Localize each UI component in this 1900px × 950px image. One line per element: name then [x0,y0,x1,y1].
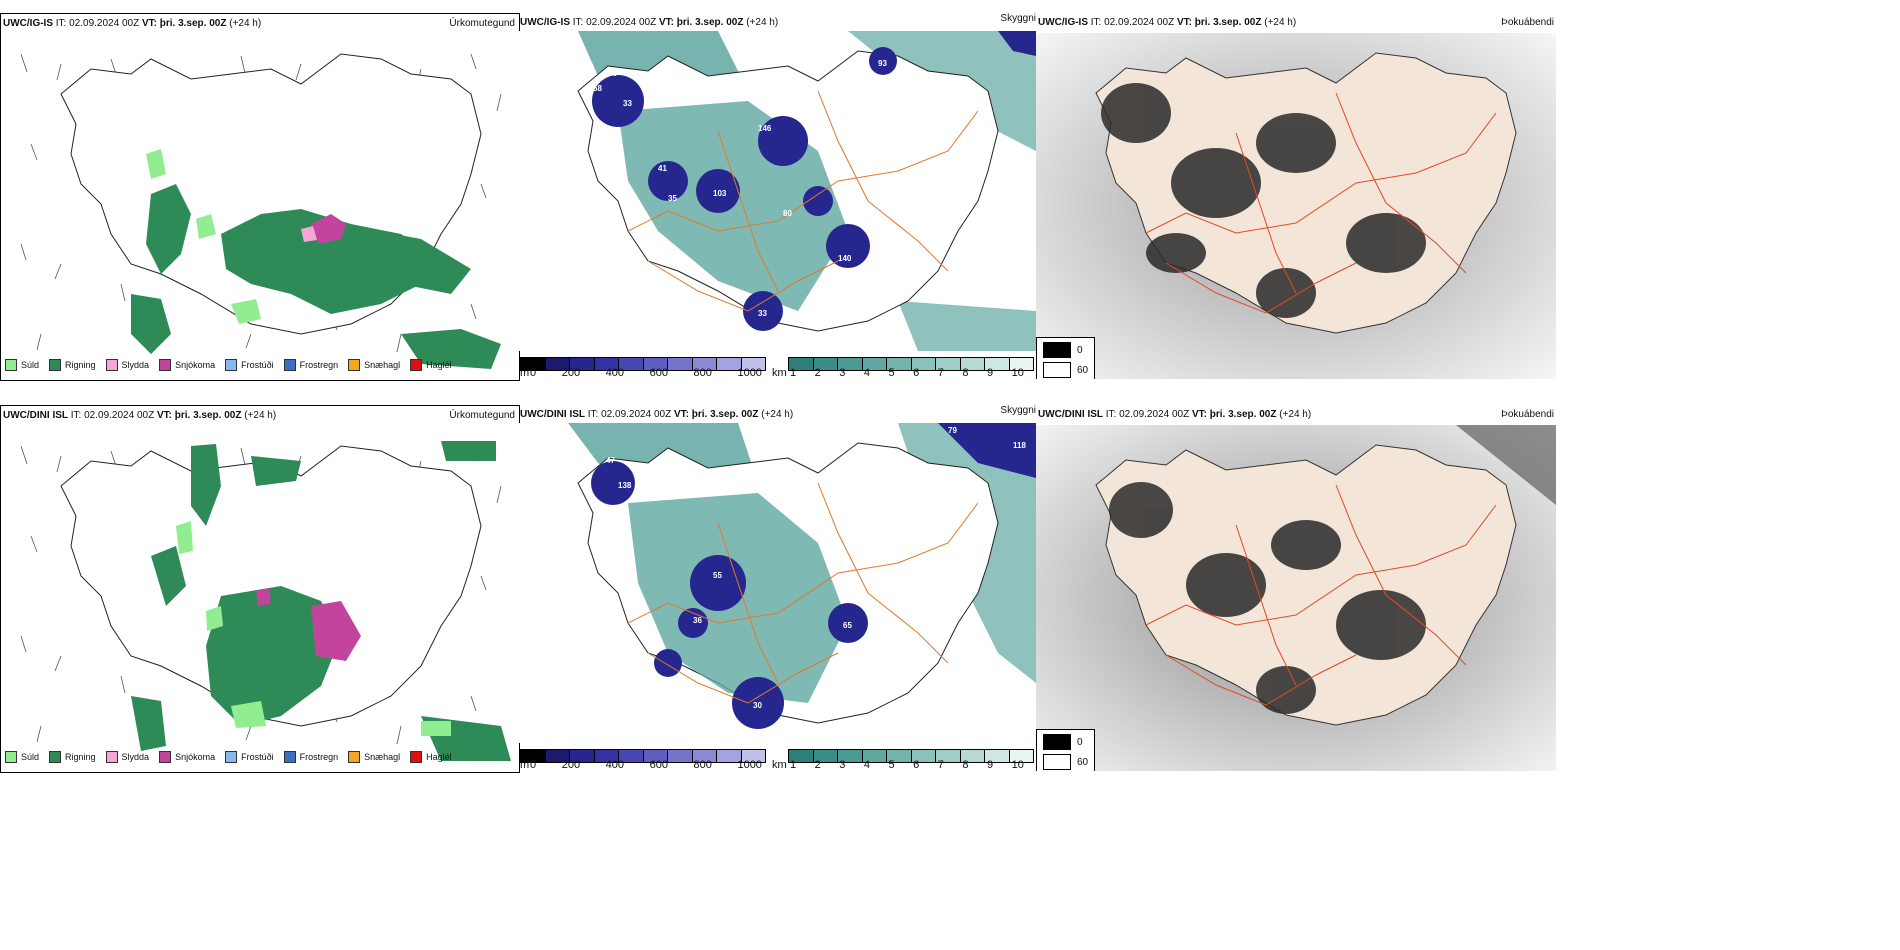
panel-title: Þokuábendi [1501,17,1554,28]
visibility-panel-top: UWC/IG-IS IT: 02.09.2024 00Z VT: þri. 3.… [518,13,1036,379]
panel-title: Skyggni [1000,405,1036,416]
fog-index-panel-bottom: UWC/DINI ISL IT: 02.09.2024 00Z VT: þri.… [1036,405,1556,771]
cloud-label: 33 [758,309,767,318]
visibility-ticks: 1 2 3 4 5 6 7 8 9 10 [790,367,1024,379]
visibility-panel-bottom: UWC/DINI ISL IT: 02.09.2024 00Z VT: þri.… [518,405,1036,771]
precip-map-bottom [20,441,511,761]
cloud-ticks: 0 200 400 600 800 1000 [530,367,762,379]
fog-legend-top: 0 60 [1036,337,1096,379]
fog-index-panel-top: UWC/IG-IS IT: 02.09.2024 00Z VT: þri. 3.… [1036,13,1556,379]
legend-item-snow: Snjókoma [159,359,215,371]
legend-item-snow-pellets: Snæhagl [348,359,400,371]
precip-legend-top: Súld Rigning Slydda Snjókoma Frostúði Fr… [5,359,452,371]
legend-item-drizzle: Súld [5,751,39,763]
panel-title: Skyggni [1000,13,1036,24]
fog-map-bottom [1036,425,1556,771]
cloud-label: 103 [713,189,727,198]
panel-header: UWC/DINI ISL IT: 02.09.2024 00Z VT: þri.… [520,409,794,420]
visibility-unit: km [772,367,787,379]
legend-item-sleet: Slydda [105,359,149,371]
cloud-label: 146 [758,124,772,133]
precip-map-top [20,53,502,369]
fog-legend-item: 0 [1043,340,1088,360]
legend-item-sleet: Slydda [105,751,149,763]
visibility-colorbar [788,749,1034,763]
cloud-label: 93 [878,59,887,68]
visibility-colorbar [788,357,1034,371]
cloud-label: 138 [618,481,632,490]
precip-legend-bottom: Súld Rigning Slydda Snjókoma Frostúði Fr… [5,751,452,763]
legend-item-rain: Rigning [49,751,96,763]
cloud-label: 41 [658,164,667,173]
panel-header: UWC/IG-IS IT: 02.09.2024 00Z VT: þri. 3.… [3,18,262,29]
fog-map-top [1036,33,1556,379]
cloud-label: 79 [948,426,957,435]
legend-item-freezing-drizzle: Frostúði [225,751,274,763]
visibility-map-top: 76 58 33 41 35 103 80 146 93 140 33 [518,31,1036,351]
fog-legend-item: 60 [1043,360,1088,379]
panel-header: UWC/DINI ISL IT: 02.09.2024 00Z VT: þri.… [3,410,277,421]
visibility-ticks: 1 2 3 4 5 6 7 8 9 10 [790,759,1024,771]
cloud-label: 35 [668,194,677,203]
cloud-ticks: 0 200 400 600 800 1000 [530,759,762,771]
cloud-label: 80 [783,209,792,218]
fog-legend-item: 60 [1043,752,1088,771]
cloud-unit: m [520,759,530,771]
legend-item-hail: Haglél [410,359,452,371]
panel-header: UWC/IG-IS IT: 02.09.2024 00Z VT: þri. 3.… [1038,17,1297,28]
legend-item-snow-pellets: Snæhagl [348,751,400,763]
cloud-unit: m [520,367,530,379]
precip-type-panel-bottom: UWC/DINI ISL IT: 02.09.2024 00Z VT: þri.… [0,405,520,773]
legend-item-snow: Snjókoma [159,751,215,763]
legend-item-freezing-rain: Frostregn [283,751,338,763]
cloud-label: 76 [608,69,617,78]
fog-legend-bottom: 0 60 [1036,729,1096,771]
panel-title: Þokuábendi [1501,409,1554,420]
cloud-label: 33 [623,99,632,108]
cloud-label: 140 [838,254,852,263]
panel-title: Úrkomutegund [449,18,515,29]
visibility-unit: km [772,759,787,771]
cloud-base-colorbar [520,749,766,763]
cloud-base-colorbar [520,357,766,371]
panel-title: Úrkomutegund [449,410,515,421]
panel-header: UWC/IG-IS IT: 02.09.2024 00Z VT: þri. 3.… [520,17,779,28]
fog-legend-item: 0 [1043,732,1088,752]
legend-item-hail: Haglél [410,751,452,763]
cloud-label: 58 [593,84,602,93]
legend-item-drizzle: Súld [5,359,39,371]
legend-item-rain: Rigning [49,359,96,371]
legend-item-freezing-drizzle: Frostúði [225,359,274,371]
cloud-label: 47 [606,456,615,465]
panel-header: UWC/DINI ISL IT: 02.09.2024 00Z VT: þri.… [1038,409,1312,420]
precip-type-panel-top: UWC/IG-IS IT: 02.09.2024 00Z VT: þri. 3.… [0,13,520,381]
cloud-label: 65 [843,621,852,630]
cloud-label: 118 [1013,441,1026,450]
cloud-label: 36 [693,616,702,625]
cloud-label: 55 [713,571,722,580]
cloud-label: 30 [753,701,762,710]
legend-item-freezing-rain: Frostregn [283,359,338,371]
visibility-map-bottom: 47 138 55 36 30 79 118 65 [518,423,1036,743]
